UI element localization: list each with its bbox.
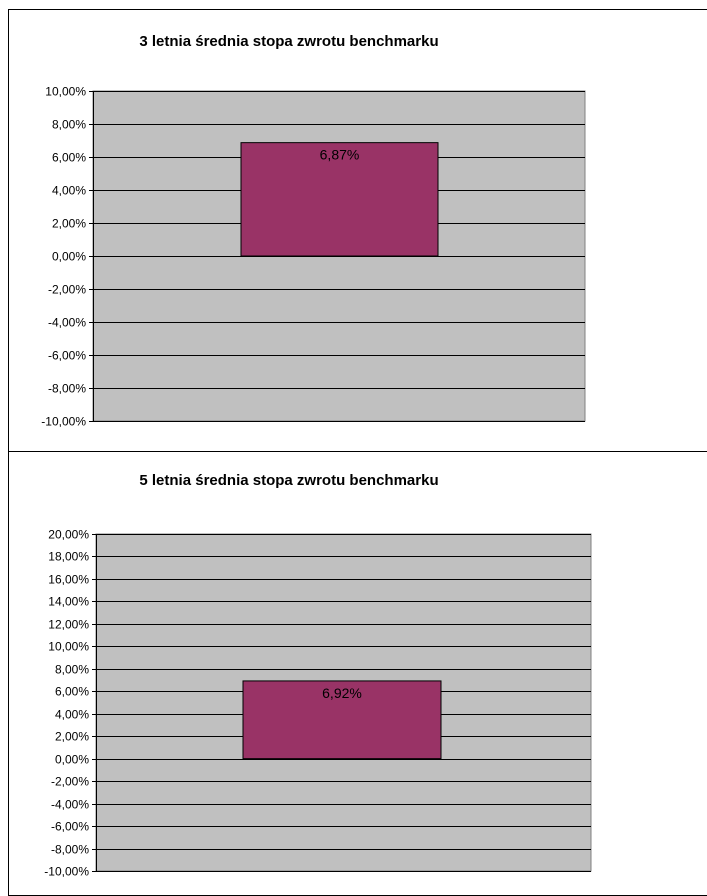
y-tick-label: 16,00% bbox=[48, 573, 89, 587]
y-tick-label: 8,00% bbox=[52, 118, 86, 132]
bar-chart-5-year: 20,00% 18,00% 16,00% 14,00% 12,00% 10,00% 8,00… bbox=[44, 528, 592, 879]
y-tick-label: 10,00% bbox=[45, 85, 86, 99]
bar bbox=[242, 680, 442, 760]
bar-chart-3-year: 10,00% 8,00% 6,00% 4,00% 2,00% 0,00% -2,00% -4,… bbox=[41, 85, 586, 429]
y-tick-label: 20,00% bbox=[48, 528, 89, 542]
y-tick-label: 0,00% bbox=[55, 753, 89, 767]
y-tick-label: 2,00% bbox=[52, 217, 86, 231]
y-tick-label: -8,00% bbox=[51, 843, 89, 857]
y-tick-label: 6,00% bbox=[55, 685, 89, 699]
y-tick-label: -4,00% bbox=[48, 316, 86, 330]
y-tick-label: 2,00% bbox=[55, 730, 89, 744]
bar bbox=[240, 142, 439, 257]
y-tick-label: 4,00% bbox=[52, 184, 86, 198]
y-tick-label: -2,00% bbox=[51, 775, 89, 789]
chart-title: 3 letnia średnia stopa zwrotu benchmarku bbox=[139, 33, 439, 50]
y-tick-label: -10,00% bbox=[41, 415, 86, 429]
y-tick-label: 10,00% bbox=[48, 640, 89, 654]
y-tick-label: 6,00% bbox=[52, 151, 86, 165]
y-tick-label: 14,00% bbox=[48, 595, 89, 609]
y-tick-label: -6,00% bbox=[51, 820, 89, 834]
chart-panel-5-year: 5 letnia średnia stopa zwrotu benchmarku… bbox=[8, 451, 707, 896]
y-tick-label: -10,00% bbox=[44, 865, 89, 879]
y-tick-label: 0,00% bbox=[52, 250, 86, 264]
chart-title: 5 letnia średnia stopa zwrotu benchmarku bbox=[139, 472, 439, 489]
y-tick-label: -8,00% bbox=[48, 382, 86, 396]
y-tick-label: 18,00% bbox=[48, 550, 89, 564]
y-tick-label: -2,00% bbox=[48, 283, 86, 297]
y-tick-label: -6,00% bbox=[48, 349, 86, 363]
y-tick-label: 12,00% bbox=[48, 618, 89, 632]
data-label: 6,87% bbox=[320, 147, 360, 163]
y-tick-label: -4,00% bbox=[51, 798, 89, 812]
data-label: 6,92% bbox=[322, 685, 362, 701]
chart-panel-3-year: 3 letnia średnia stopa zwrotu benchmarku… bbox=[8, 9, 707, 452]
y-tick-label: 8,00% bbox=[55, 663, 89, 677]
y-tick-label: 4,00% bbox=[55, 708, 89, 722]
